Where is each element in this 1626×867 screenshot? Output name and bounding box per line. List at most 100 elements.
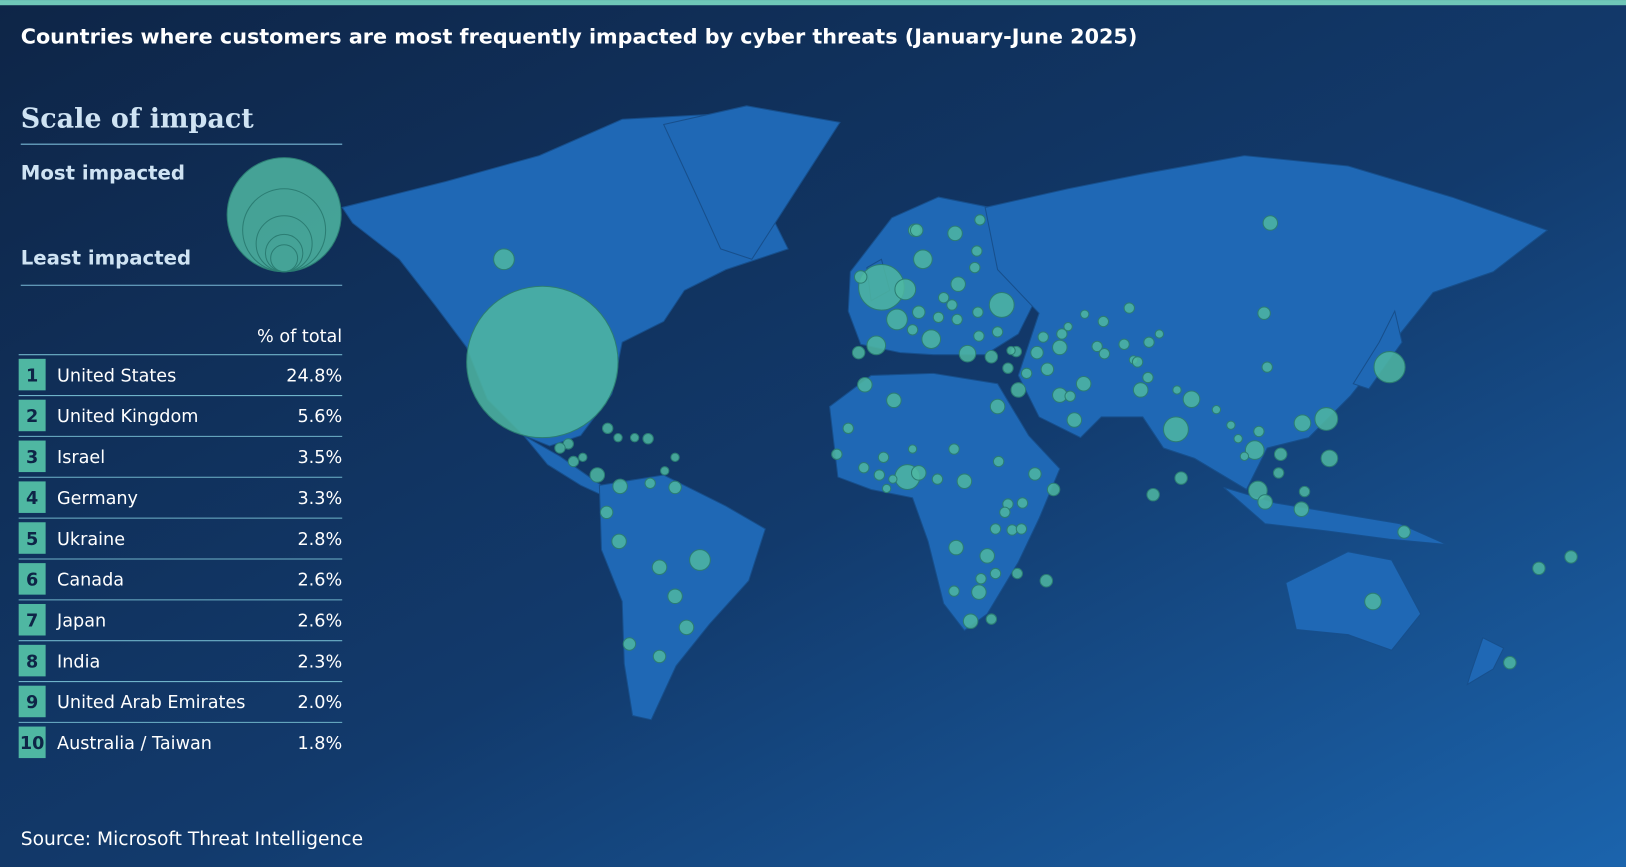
- rank: 1: [26, 366, 38, 386]
- bubble: [932, 311, 945, 324]
- share: 5.6%: [297, 407, 342, 427]
- bubble: [881, 483, 892, 494]
- country: Germany: [57, 489, 138, 509]
- bubble: [907, 444, 918, 454]
- bubble: [842, 422, 854, 435]
- bubble: [1056, 328, 1068, 340]
- bubble: [992, 455, 1005, 468]
- share: 2.8%: [297, 530, 342, 550]
- country: Japan: [56, 611, 106, 631]
- country: Israel: [57, 448, 105, 468]
- country: United States: [57, 366, 176, 386]
- bubble: [946, 299, 958, 311]
- bubble: [642, 432, 654, 445]
- bubble: [974, 214, 986, 226]
- country: India: [57, 652, 100, 672]
- bubble: [988, 291, 1015, 318]
- bubble: [589, 467, 606, 483]
- share: 3.5%: [297, 448, 342, 468]
- bubble: [956, 473, 973, 489]
- bubble: [1364, 592, 1382, 611]
- bubble: [1314, 407, 1339, 431]
- bubble: [1239, 451, 1250, 461]
- bubble: [670, 452, 680, 463]
- bubble: [962, 613, 979, 629]
- bubble: [1006, 524, 1018, 536]
- legend-circle: [226, 157, 342, 273]
- bubble: [969, 261, 981, 274]
- bubble: [989, 398, 1006, 415]
- bubble: [651, 559, 668, 576]
- bubble: [1075, 375, 1092, 392]
- bubble: [1131, 356, 1144, 368]
- bubble: [912, 305, 926, 319]
- rank: 9: [26, 693, 38, 713]
- bubble: [1226, 420, 1236, 430]
- bubble: [1020, 367, 1033, 380]
- bubble: [1028, 467, 1042, 481]
- bubble: [1503, 655, 1517, 670]
- bubble: [1046, 482, 1061, 497]
- bubble: [1123, 302, 1135, 314]
- bubble: [873, 469, 886, 481]
- bubble: [1052, 339, 1068, 356]
- bubble: [1162, 416, 1189, 443]
- bubble: [851, 345, 866, 360]
- bubble: [1016, 497, 1029, 509]
- bubble: [1080, 309, 1090, 319]
- bubble: [613, 432, 623, 443]
- rank: 5: [26, 530, 38, 550]
- rank-badge: [18, 358, 46, 391]
- rank-badge: [18, 440, 46, 473]
- legend-least: Least impacted: [21, 246, 191, 269]
- bubble: [493, 248, 515, 271]
- bubble: [888, 474, 898, 484]
- bubble: [971, 245, 983, 257]
- share: 1.8%: [297, 734, 342, 754]
- impact-bubbles: [466, 214, 1578, 670]
- rank-badge: [18, 522, 46, 554]
- bubble: [1174, 471, 1188, 485]
- share: 3.3%: [297, 489, 342, 509]
- bubble: [991, 326, 1004, 338]
- asia: [984, 155, 1549, 491]
- bubble: [1293, 414, 1312, 432]
- bubble: [1097, 315, 1110, 328]
- bubble: [1272, 467, 1285, 479]
- rank-badge: [18, 726, 46, 759]
- bubble: [971, 584, 987, 600]
- rank-badge: [18, 644, 46, 677]
- bubble: [931, 473, 944, 485]
- bubble: [886, 392, 902, 409]
- share: 2.0%: [297, 693, 342, 713]
- bubble: [1146, 487, 1160, 502]
- share: 2.6%: [297, 571, 342, 591]
- bubble: [951, 313, 963, 326]
- rank-badge: [18, 685, 46, 718]
- bubble: [629, 432, 640, 443]
- bubble: [1015, 523, 1028, 535]
- bubble: [1098, 347, 1111, 360]
- bubble: [1253, 425, 1265, 438]
- bubble: [554, 442, 566, 454]
- bubble: [1320, 449, 1339, 468]
- bubble: [950, 276, 966, 292]
- bubble: [921, 329, 942, 349]
- bubble: [1298, 485, 1311, 498]
- bubble: [622, 637, 637, 651]
- bubble: [1064, 390, 1076, 402]
- bubble: [989, 567, 1002, 580]
- bubble: [1010, 382, 1027, 398]
- africa: [829, 372, 1061, 632]
- bubble: [611, 533, 627, 550]
- rank: 10: [20, 734, 45, 754]
- bubble: [948, 443, 960, 455]
- bubble: [909, 223, 924, 237]
- rank: 4: [26, 489, 38, 509]
- bubble: [668, 480, 682, 495]
- bubble: [1397, 525, 1411, 539]
- bubble: [1039, 574, 1054, 588]
- bubble: [948, 585, 960, 597]
- rank-badge: [18, 603, 46, 636]
